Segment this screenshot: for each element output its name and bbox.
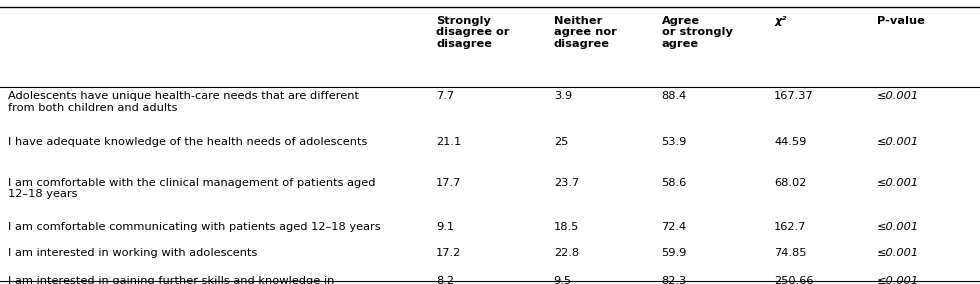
- Text: χ²: χ²: [774, 16, 787, 26]
- Text: 17.2: 17.2: [436, 248, 462, 258]
- Text: ≤0.001: ≤0.001: [877, 137, 919, 147]
- Text: 53.9: 53.9: [662, 137, 687, 147]
- Text: 25: 25: [554, 137, 568, 147]
- Text: 9.5: 9.5: [554, 276, 571, 284]
- Text: 72.4: 72.4: [662, 222, 687, 232]
- Text: 58.6: 58.6: [662, 178, 687, 187]
- Text: Adolescents have unique health-care needs that are different
from both children : Adolescents have unique health-care need…: [8, 91, 359, 113]
- Text: ≤0.001: ≤0.001: [877, 276, 919, 284]
- Text: ≤0.001: ≤0.001: [877, 248, 919, 258]
- Text: 68.02: 68.02: [774, 178, 807, 187]
- Text: 82.3: 82.3: [662, 276, 687, 284]
- Text: ≤0.001: ≤0.001: [877, 91, 919, 101]
- Text: Neither
agree nor
disagree: Neither agree nor disagree: [554, 16, 616, 49]
- Text: 9.1: 9.1: [436, 222, 454, 232]
- Text: Agree
or strongly
agree: Agree or strongly agree: [662, 16, 732, 49]
- Text: 3.9: 3.9: [554, 91, 571, 101]
- Text: P-value: P-value: [877, 16, 925, 26]
- Text: 44.59: 44.59: [774, 137, 807, 147]
- Text: 22.8: 22.8: [554, 248, 579, 258]
- Text: 18.5: 18.5: [554, 222, 579, 232]
- Text: ≤0.001: ≤0.001: [877, 222, 919, 232]
- Text: 167.37: 167.37: [774, 91, 814, 101]
- Text: 8.2: 8.2: [436, 276, 454, 284]
- Text: 162.7: 162.7: [774, 222, 807, 232]
- Text: I am interested in gaining further skills and knowledge in
adolescent health-car: I am interested in gaining further skill…: [8, 276, 334, 284]
- Text: 59.9: 59.9: [662, 248, 687, 258]
- Text: 17.7: 17.7: [436, 178, 462, 187]
- Text: I have adequate knowledge of the health needs of adolescents: I have adequate knowledge of the health …: [8, 137, 367, 147]
- Text: 74.85: 74.85: [774, 248, 807, 258]
- Text: 7.7: 7.7: [436, 91, 454, 101]
- Text: I am comfortable with the clinical management of patients aged
12–18 years: I am comfortable with the clinical manag…: [8, 178, 375, 199]
- Text: 250.66: 250.66: [774, 276, 813, 284]
- Text: 21.1: 21.1: [436, 137, 462, 147]
- Text: 23.7: 23.7: [554, 178, 579, 187]
- Text: Strongly
disagree or
disagree: Strongly disagree or disagree: [436, 16, 510, 49]
- Text: I am interested in working with adolescents: I am interested in working with adolesce…: [8, 248, 257, 258]
- Text: 88.4: 88.4: [662, 91, 687, 101]
- Text: ≤0.001: ≤0.001: [877, 178, 919, 187]
- Text: I am comfortable communicating with patients aged 12–18 years: I am comfortable communicating with pati…: [8, 222, 380, 232]
